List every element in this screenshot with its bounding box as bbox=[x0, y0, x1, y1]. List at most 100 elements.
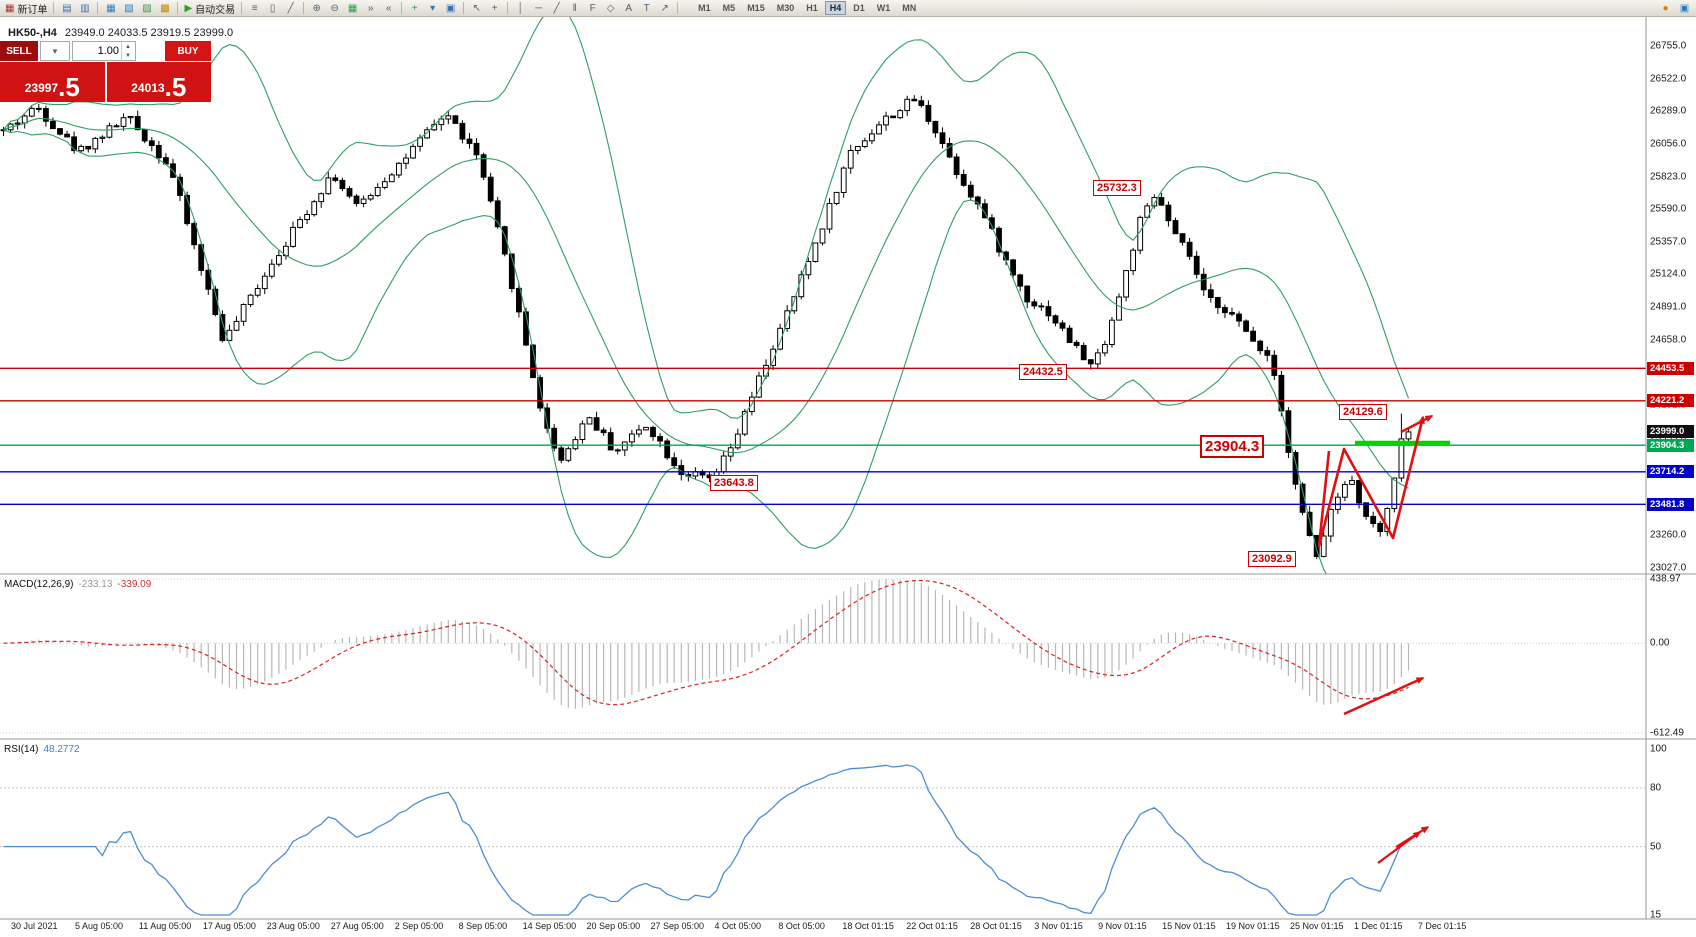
text-icon: A bbox=[625, 2, 632, 14]
time-axis-label: 11 Aug 05:00 bbox=[138, 921, 192, 931]
time-axis-label: 19 Nov 01:15 bbox=[1226, 921, 1280, 931]
tile-windows-button[interactable]: ▦ bbox=[344, 1, 361, 16]
price-axis-label: 26056.0 bbox=[1650, 138, 1687, 150]
periods-menu-button[interactable]: ▾ bbox=[424, 1, 441, 16]
tf-m5-button[interactable]: M5 bbox=[722, 3, 736, 13]
buy-button[interactable]: BUY bbox=[165, 41, 211, 61]
shapes-button[interactable]: ◇ bbox=[602, 1, 619, 16]
chevron-down-icon: ▼ bbox=[51, 46, 59, 56]
order-type-dropdown[interactable]: ▼ bbox=[40, 41, 70, 61]
toolbar-separator bbox=[507, 2, 509, 14]
price-callout-23643.8[interactable]: 23643.8 bbox=[710, 475, 758, 491]
cursor-button[interactable]: ↖ bbox=[468, 1, 485, 16]
volume-down-button[interactable]: ▼ bbox=[125, 52, 131, 59]
arrows-tool-button[interactable]: ↗ bbox=[656, 1, 673, 16]
vertical-line-button[interactable]: │ bbox=[512, 1, 529, 16]
price-callout-23092.9[interactable]: 23092.9 bbox=[1248, 551, 1296, 567]
text-label-button[interactable]: T bbox=[638, 1, 655, 16]
trendline-button[interactable]: ╱ bbox=[548, 1, 565, 16]
breakout-arrow[interactable] bbox=[1400, 414, 1434, 434]
toolbar-right-icons: ● ▣ bbox=[1657, 1, 1693, 16]
candlesticks bbox=[0, 95, 1412, 559]
rsi-arrow-2[interactable] bbox=[1395, 826, 1430, 848]
candlestick-chart-button[interactable]: ▯ bbox=[264, 1, 281, 16]
tf-d1-button[interactable]: D1 bbox=[853, 3, 865, 13]
toolbar-separator bbox=[463, 2, 465, 14]
templates-button[interactable]: ▣ bbox=[442, 1, 459, 16]
horizontal-line-button[interactable]: ─ bbox=[530, 1, 547, 16]
market-watch-button[interactable]: ▦ bbox=[102, 1, 119, 16]
bollinger-middle-band bbox=[3, 117, 1409, 489]
time-axis-label: 25 Nov 01:15 bbox=[1290, 921, 1344, 931]
data-window-icon: ▧ bbox=[124, 2, 134, 14]
macd-axis-label: 438.97 bbox=[1650, 573, 1681, 585]
chart-shift-button[interactable]: « bbox=[380, 1, 397, 16]
fibonacci-retracement-button[interactable]: F bbox=[584, 1, 601, 16]
time-axis-label: 27 Sep 05:00 bbox=[650, 921, 705, 931]
tf-mn-button[interactable]: MN bbox=[902, 3, 917, 13]
tf-h1-button[interactable]: H1 bbox=[806, 3, 818, 13]
volume-up-button[interactable]: ▲ bbox=[125, 43, 131, 50]
profiles-button[interactable]: ▥ bbox=[76, 1, 93, 16]
tf-m15-button[interactable]: M15 bbox=[747, 3, 765, 13]
price-axis-label: 25590.0 bbox=[1650, 203, 1687, 215]
line-chart-icon: ╱ bbox=[287, 2, 294, 14]
bar-chart-button[interactable]: ≡ bbox=[246, 1, 263, 16]
price-axis-label: 25823.0 bbox=[1650, 171, 1687, 182]
price-callout-25732.3[interactable]: 25732.3 bbox=[1093, 180, 1141, 196]
toolbar-separator bbox=[241, 2, 243, 14]
arrows-tool-icon: ↗ bbox=[660, 2, 669, 14]
indicators-list-button[interactable]: + bbox=[406, 1, 423, 16]
rsi-name: RSI(14) bbox=[4, 744, 39, 755]
price-callout-24432.5[interactable]: 24432.5 bbox=[1019, 364, 1067, 380]
data-window-button[interactable]: ▧ bbox=[120, 1, 137, 16]
new-order-button[interactable]: ▦ 新订单 bbox=[3, 1, 49, 16]
navigator-button[interactable]: ▨ bbox=[138, 1, 155, 16]
equidistant-channel-button[interactable]: ‖ bbox=[566, 1, 583, 16]
tile-windows-icon: ▦ bbox=[347, 2, 358, 14]
time-axis-label: 20 Sep 05:00 bbox=[586, 921, 641, 931]
autotrade-icon: ▶ bbox=[184, 2, 193, 14]
tf-h4-button[interactable]: H4 bbox=[824, 1, 847, 15]
projection-zigzag-arrow[interactable] bbox=[1317, 415, 1425, 548]
mql5-community-button[interactable]: ▣ bbox=[1676, 1, 1693, 16]
zoom-in-button[interactable]: ⊕ bbox=[308, 1, 325, 16]
time-axis-label: 4 Oct 05:00 bbox=[714, 921, 761, 931]
tf-m1-button[interactable]: M1 bbox=[698, 3, 711, 13]
sell-button[interactable]: SELL bbox=[0, 41, 38, 61]
auto-scroll-button[interactable]: » bbox=[362, 1, 379, 16]
tf-m30-button[interactable]: M30 bbox=[776, 3, 795, 13]
time-axis-label: 15 Nov 01:15 bbox=[1162, 921, 1216, 931]
market-watch-icon: ▦ bbox=[106, 2, 116, 14]
price-axis-label: 26522.0 bbox=[1650, 73, 1687, 85]
symbol-period-label: HK50-,H4 bbox=[8, 27, 57, 39]
chart-window-button[interactable]: ▤ bbox=[58, 1, 75, 16]
price-tag-24221.2: 24221.2 bbox=[1647, 394, 1694, 408]
symbol-ohlc-header: HK50-,H4 23949.0 24033.5 23919.5 23999.0 bbox=[8, 27, 233, 39]
bollinger-lower-band bbox=[3, 129, 1328, 574]
autotrade-button[interactable]: ▶ 自动交易 bbox=[182, 1, 237, 16]
zoom-out-button[interactable]: ⊖ bbox=[326, 1, 343, 16]
macd-signal-line bbox=[3, 579, 1409, 706]
fibonacci-retracement-icon: F bbox=[589, 2, 596, 14]
volume-input[interactable] bbox=[73, 42, 121, 60]
alert-button[interactable]: ● bbox=[1657, 1, 1674, 16]
terminal-button[interactable]: ▩ bbox=[156, 1, 173, 16]
price-callout-23904.3[interactable]: 23904.3 bbox=[1200, 435, 1265, 458]
buy-price-main: 24013 bbox=[131, 81, 165, 95]
buy-price-tile[interactable]: 24013.5 bbox=[106, 62, 211, 102]
price-callout-24129.6[interactable]: 24129.6 bbox=[1339, 404, 1387, 420]
price-tag-23481.8: 23481.8 bbox=[1647, 497, 1694, 511]
auto-scroll-icon: » bbox=[367, 2, 374, 14]
macd-reversal-arrow[interactable] bbox=[1343, 676, 1425, 716]
shapes-icon: ◇ bbox=[606, 2, 615, 14]
terminal-icon: ▩ bbox=[160, 2, 170, 14]
text-button[interactable]: A bbox=[620, 1, 637, 16]
cursor-icon: ↖ bbox=[472, 2, 481, 14]
one-click-trading-panel: SELL ▼ ▲ ▼ BUY 23997.5 24013.5 bbox=[0, 41, 211, 102]
tf-w1-button[interactable]: W1 bbox=[876, 3, 891, 13]
crosshair-button[interactable]: + bbox=[486, 1, 503, 16]
sell-price-tile[interactable]: 23997.5 bbox=[0, 62, 105, 102]
line-chart-button[interactable]: ╱ bbox=[282, 1, 299, 16]
